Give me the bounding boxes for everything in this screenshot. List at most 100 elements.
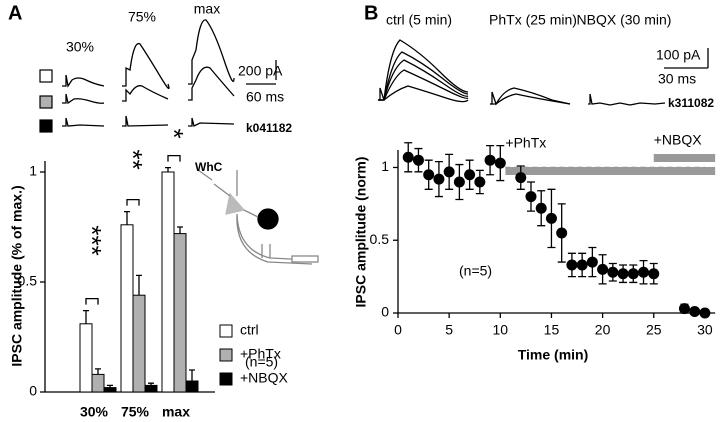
data-point xyxy=(638,266,650,278)
data-point xyxy=(648,268,660,280)
y-axis-label: IPSC amplitude (% of max.) xyxy=(9,185,25,366)
x-tick-label: 0 xyxy=(394,322,402,338)
y-tick-label: 1 xyxy=(381,158,389,174)
x-tick-label: 20 xyxy=(595,322,611,338)
bar xyxy=(144,384,158,393)
x-tick-label: max xyxy=(162,404,190,420)
data-point xyxy=(699,307,711,319)
y-tick-label: 1 xyxy=(29,163,37,179)
scale-bar-label: 100 pA xyxy=(656,47,701,63)
legend-swatch xyxy=(219,348,233,362)
trace-legend-squares xyxy=(39,69,53,133)
data-point xyxy=(423,169,435,181)
error-bar xyxy=(124,210,130,225)
data-point xyxy=(576,259,588,271)
data-point xyxy=(689,306,701,318)
y-tick-label: 0.5 xyxy=(370,231,390,247)
trace-label: 75% xyxy=(128,9,156,25)
x-tick-label: 5 xyxy=(445,322,453,338)
bar xyxy=(103,387,117,393)
error-bar xyxy=(83,309,89,324)
legend-label: +PhTx xyxy=(240,346,281,362)
data-point xyxy=(474,176,486,188)
legend-label: ctrl xyxy=(240,322,259,338)
trace-label: PhTx (25 min) xyxy=(489,12,577,28)
x-axis-label: Time (min) xyxy=(518,347,589,363)
drug-bar xyxy=(505,167,716,175)
annotation: (n=5) xyxy=(459,263,492,279)
data-point xyxy=(515,172,527,184)
traces-a xyxy=(62,19,235,127)
x-tick-label: 75% xyxy=(121,404,150,420)
scale-bar-label: 60 ms xyxy=(246,89,284,105)
significance: * xyxy=(159,129,189,139)
significance-bracket xyxy=(167,154,181,162)
bar xyxy=(173,233,187,393)
traces-b xyxy=(378,39,666,106)
data-point xyxy=(566,259,578,271)
drug-label: +PhTx xyxy=(505,135,546,151)
data-point xyxy=(402,151,414,163)
x-tick-label: 30% xyxy=(80,404,109,420)
data-point xyxy=(433,173,445,185)
error-bar xyxy=(165,166,171,172)
trace-label: 30% xyxy=(66,39,94,55)
data-point xyxy=(453,176,465,188)
data-point xyxy=(443,166,455,178)
cell-id: k311082 xyxy=(668,96,714,110)
significance: ** xyxy=(118,149,148,169)
inset-label: WhC xyxy=(195,160,223,174)
panel-label: A xyxy=(8,2,22,24)
data-point xyxy=(484,154,496,166)
trace-label: ctrl (5 min) xyxy=(386,12,452,28)
bar xyxy=(120,224,134,393)
x-tick-label: 10 xyxy=(493,322,509,338)
data-point xyxy=(607,266,619,278)
trace-label: NBQX (30 min) xyxy=(577,12,672,28)
y-tick-label: 0.5 xyxy=(18,273,38,289)
y-axis-label: IPSC amplitude (norm) xyxy=(353,157,369,308)
data-point xyxy=(525,191,537,203)
error-bar xyxy=(107,384,113,388)
significance-bracket xyxy=(126,198,140,206)
significance-bracket xyxy=(85,297,99,305)
bar xyxy=(161,171,175,393)
error-bar xyxy=(189,369,195,381)
data-point xyxy=(535,202,547,214)
error-bar xyxy=(177,226,183,234)
scale-bar-label: 30 ms xyxy=(658,71,696,87)
annotation: (n=5) xyxy=(245,354,278,370)
y-tick-label: 0 xyxy=(381,304,389,320)
legend-swatch xyxy=(219,372,233,386)
scale-bar xyxy=(664,48,709,69)
error-bar xyxy=(136,274,142,296)
data-point xyxy=(627,268,639,280)
scale-bar xyxy=(246,60,277,85)
data-point xyxy=(545,212,557,224)
inset-schematic xyxy=(197,169,319,265)
x-tick-label: 25 xyxy=(646,322,662,338)
panel-label: B xyxy=(364,2,378,24)
drug-bar xyxy=(653,154,716,162)
bar xyxy=(79,323,93,393)
data-point xyxy=(597,263,609,275)
data-point xyxy=(556,227,568,239)
data-point xyxy=(494,157,506,169)
x-tick-label: 15 xyxy=(544,322,560,338)
bar xyxy=(132,294,146,393)
data-point xyxy=(412,154,424,166)
data-point xyxy=(464,169,476,181)
y-tick-label: 0 xyxy=(29,383,37,399)
data-point xyxy=(586,256,598,268)
drug-label: +NBQX xyxy=(654,132,703,148)
error-bar xyxy=(148,382,154,386)
scale-bar-label: 200 pA xyxy=(238,63,283,79)
significance: *** xyxy=(77,225,107,255)
legend-label: +NBQX xyxy=(240,370,289,386)
legend-swatch xyxy=(219,324,233,338)
data-point xyxy=(678,303,690,315)
x-tick-label: 30 xyxy=(697,322,713,338)
cell-id: k041182 xyxy=(246,121,292,135)
error-bar xyxy=(95,368,101,375)
